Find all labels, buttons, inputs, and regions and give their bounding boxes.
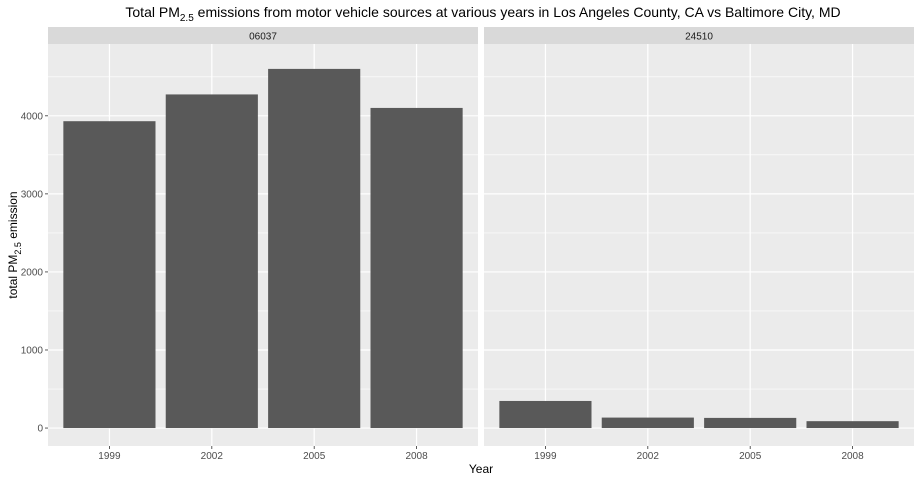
y-tick-label: 4000 (21, 111, 44, 122)
bar-06037-2005 (268, 68, 361, 429)
bar-06037-1999 (63, 121, 156, 429)
x-tick-label: 1999 (98, 451, 121, 462)
facet-strip-label: 06037 (249, 32, 277, 43)
x-tick-label: 2002 (637, 451, 660, 462)
chart-title: Total PM2.5 emissions from motor vehicle… (125, 4, 840, 24)
y-tick-label: 1000 (21, 345, 44, 356)
y-axis: 0 1000 2000 3000 4000 (21, 111, 48, 435)
x-axis-label: Year (469, 462, 493, 476)
panel-background (484, 44, 914, 446)
facet-strip (48, 27, 478, 44)
facet-panel-24510: 24510 1999 2002 2005 2008 (484, 27, 914, 462)
bar-06037-2002 (165, 94, 258, 429)
facet-panel-06037: 06037 1999 2002 2005 2008 (48, 27, 478, 462)
x-tick-label: 2005 (303, 451, 326, 462)
bar-24510-2005 (704, 417, 797, 429)
plot-layer: 06037 1999 2002 2005 2008 24510 1999 2002 2005 20… (21, 27, 914, 462)
y-tick-label: 2000 (21, 267, 44, 278)
x-tick-label: 1999 (534, 451, 557, 462)
x-tick-label: 2005 (739, 451, 762, 462)
x-tick-label: 2008 (841, 451, 864, 462)
facet-strip (484, 27, 914, 44)
facet-strip-label: 24510 (685, 32, 713, 43)
x-tick-label: 2002 (201, 451, 224, 462)
y-tick-label: 0 (37, 424, 43, 435)
bar-24510-2002 (601, 417, 694, 429)
y-axis-label: total PM2.5 emission (6, 191, 23, 298)
bar-24510-1999 (499, 400, 592, 429)
bar-24510-2008 (806, 421, 899, 429)
bar-06037-2008 (370, 107, 463, 429)
x-tick-label: 2008 (405, 451, 428, 462)
y-tick-label: 3000 (21, 189, 44, 200)
